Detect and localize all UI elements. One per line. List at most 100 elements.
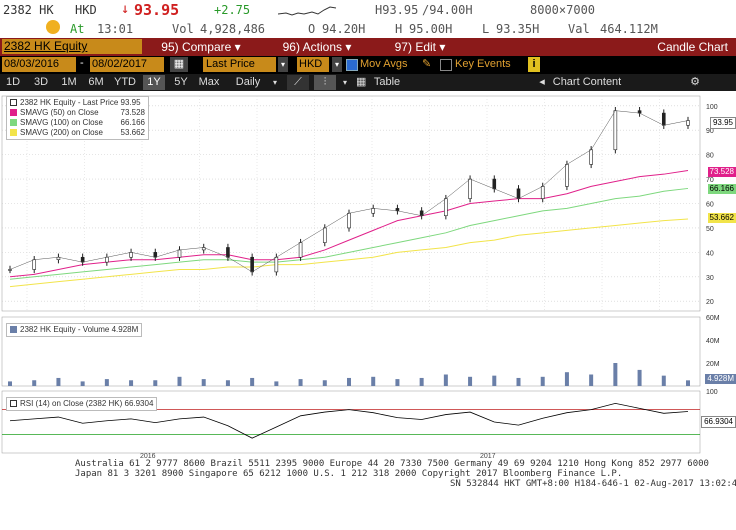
period-max[interactable]: Max xyxy=(198,76,220,88)
tag-rsi: 66.9304 xyxy=(701,416,736,428)
candle-chart-icon[interactable]: ⫶ xyxy=(314,75,336,90)
price-candle xyxy=(347,212,351,229)
caret-left-icon[interactable]: ◂ xyxy=(539,76,545,88)
volume-bar xyxy=(250,377,255,386)
volume-value: 4,928,486 xyxy=(200,22,266,36)
legend-row-sma50: SMAVG (50) on Close 73.528 xyxy=(10,108,145,118)
price-tick-label: 80 xyxy=(706,153,714,160)
compare-menu-label: Compare xyxy=(181,40,232,54)
volume-bar xyxy=(104,379,109,386)
volume-bar xyxy=(129,380,134,386)
key-events-checkbox[interactable] xyxy=(440,59,452,71)
info-icon[interactable]: i xyxy=(528,57,540,72)
legend-row-sma100: SMAVG (100) on Close 66.166 xyxy=(10,118,145,128)
price-tick-label: 90 xyxy=(706,128,714,135)
line-chart-icon[interactable]: ⟋ xyxy=(287,75,309,90)
price-candle xyxy=(613,110,618,151)
chevron-down-icon[interactable]: ▾ xyxy=(278,57,288,72)
price-candle xyxy=(395,208,400,212)
price-candle xyxy=(105,256,109,263)
legend-value-sma100: 66.166 xyxy=(120,118,145,127)
start-date-input[interactable]: 08/03/2016 xyxy=(2,57,76,72)
currency-select[interactable]: HKD xyxy=(297,57,329,72)
edit-menu[interactable]: 97) Edit ▾ xyxy=(378,39,462,55)
volume-bar xyxy=(516,377,521,386)
gear-icon[interactable]: ⚙ xyxy=(690,76,700,88)
volume-tick-label: 40M xyxy=(706,338,720,345)
year-label-2016: 2016 xyxy=(140,453,156,459)
period-1m[interactable]: 1M xyxy=(61,76,77,88)
chevron-down-icon[interactable]: ▾ xyxy=(272,78,277,87)
volume-bar xyxy=(274,381,279,386)
chevron-down-icon: ▾ xyxy=(345,40,352,54)
grid-icon[interactable]: ▦ xyxy=(356,76,367,88)
range-high: H93.95 xyxy=(375,3,419,17)
price-candle xyxy=(637,110,642,114)
price-tick-label: 20 xyxy=(706,299,714,306)
sparkline-icon xyxy=(278,6,337,16)
security-field[interactable]: 2382 HK Equity xyxy=(2,39,142,54)
volume-bar xyxy=(540,376,545,386)
open-label: O xyxy=(308,22,316,36)
period-5y[interactable]: 5Y xyxy=(174,76,188,88)
chevron-down-icon[interactable]: ▾ xyxy=(332,57,342,72)
volume-bar xyxy=(589,374,594,386)
price-candle xyxy=(686,120,690,126)
volume-bar xyxy=(298,379,303,386)
footer: Australia 61 2 9777 8600 Brazil 5511 239… xyxy=(0,459,736,530)
price-line xyxy=(9,110,689,273)
footer-contacts-line1: Australia 61 2 9777 8600 Brazil 5511 239… xyxy=(75,459,709,469)
volume-legend: 2382 HK Equity - Volume 4.928M xyxy=(6,323,143,337)
price-candle xyxy=(129,252,133,258)
pencil-icon[interactable]: ✎ xyxy=(422,58,432,70)
actions-menu[interactable]: 96) Actions ▾ xyxy=(262,39,372,55)
field-select[interactable]: Last Price xyxy=(203,57,276,72)
chart-area[interactable]: 203040506070809010020M40M60M50100AugSepO… xyxy=(0,91,736,467)
down-arrow-icon: ↓ xyxy=(121,1,130,17)
chart-type-title: Candle Chart xyxy=(657,40,728,54)
rsi-tick-label: 100 xyxy=(706,389,718,396)
mov-avgs-checkbox[interactable] xyxy=(346,59,358,71)
price-tick-label: 40 xyxy=(706,250,714,257)
volume-bar xyxy=(443,374,448,386)
period-6m[interactable]: 6M xyxy=(88,76,104,88)
price-tick-label: 30 xyxy=(706,275,714,282)
key-events-label[interactable]: Key Events xyxy=(455,58,511,70)
price-candle xyxy=(589,149,593,165)
volume-bar xyxy=(80,381,85,386)
chart-content-button[interactable]: Chart Content xyxy=(552,76,622,88)
chevron-down-icon: ▾ xyxy=(439,40,446,54)
volume-label: Vol xyxy=(172,22,194,36)
frequency-select[interactable]: Daily xyxy=(235,76,261,88)
mov-avgs-label[interactable]: Mov Avgs xyxy=(360,58,408,70)
volume-bar xyxy=(564,372,569,386)
period-1y[interactable]: 1Y xyxy=(143,75,165,90)
rsi-legend-label: RSI (14) on Close (2382 HK) 66.9304 xyxy=(20,399,154,408)
volume-bar xyxy=(153,380,158,386)
last-price: 93.95 xyxy=(134,1,180,19)
quote-bar: 2382 HK HKD ↓ 93.95 +2.75 H93.95 /94.00H… xyxy=(0,0,736,20)
volume-bar xyxy=(395,379,400,386)
actions-menu-label: Actions xyxy=(302,40,342,54)
legend-title: 2382 HK Equity - Last Price xyxy=(20,98,119,107)
calendar-icon[interactable]: ▦ xyxy=(170,57,188,72)
price-tick-label: 60 xyxy=(706,202,714,209)
chevron-down-icon[interactable]: ▾ xyxy=(342,78,347,87)
table-button[interactable]: Table xyxy=(373,76,401,88)
low-value: 93.35H xyxy=(496,22,540,36)
legend-title-row: 2382 HK Equity - Last Price 93.95 xyxy=(10,98,145,108)
price-candle xyxy=(516,188,521,199)
high-label: H xyxy=(395,22,403,36)
period-1d[interactable]: 1D xyxy=(5,76,21,88)
volume-tick-label: 60M xyxy=(706,315,720,322)
period-ytd[interactable]: YTD xyxy=(114,76,136,88)
price-candle xyxy=(250,256,254,273)
tag-volume: 4.928M xyxy=(705,374,736,384)
footer-session-info: SN 532844 HKT GMT+8:00 H184-646-1 02-Aug… xyxy=(450,479,736,489)
volume-legend-label: 2382 HK Equity - Volume 4.928M xyxy=(20,325,139,334)
range-low: /94.00H xyxy=(422,3,473,17)
period-3d[interactable]: 3D xyxy=(33,76,49,88)
end-date-input[interactable]: 08/02/2017 xyxy=(90,57,164,72)
legend-title-value: 93.95 xyxy=(120,98,141,107)
compare-menu[interactable]: 95) Compare ▾ xyxy=(146,39,256,55)
